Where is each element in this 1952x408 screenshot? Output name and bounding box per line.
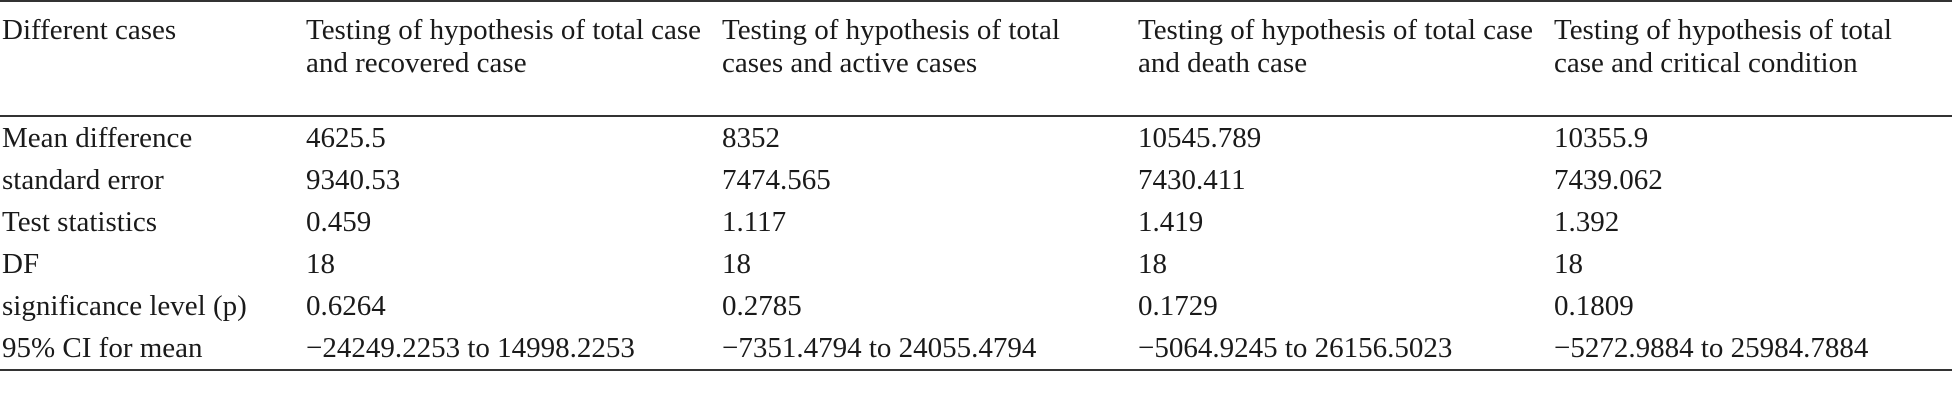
table-cell: 18 <box>722 248 751 280</box>
table-row: significance level (p) 0.6264 0.2785 0.1… <box>0 285 1952 327</box>
table-cell: 10545.789 <box>1138 122 1262 154</box>
table-cell: −7351.4794 to 24055.4794 <box>722 332 1037 364</box>
table-cell: 4625.5 <box>306 122 386 154</box>
row-label: significance level (p) <box>2 290 247 322</box>
table-cell: 0.459 <box>306 206 372 238</box>
table-row: Test statistics 0.459 1.117 1.419 1.392 <box>0 201 1952 243</box>
table-cell: 1.419 <box>1138 206 1204 238</box>
table-cell: −24249.2253 to 14998.2253 <box>306 332 635 364</box>
row-label: 95% CI for mean <box>2 332 203 364</box>
table-cell: 18 <box>306 248 335 280</box>
table-cell: 1.117 <box>722 206 787 238</box>
table-cell: 0.2785 <box>722 290 802 322</box>
hypothesis-test-table: Different cases Testing of hypothesis of… <box>0 1 1952 370</box>
table-header: Different cases Testing of hypothesis of… <box>0 1 1952 116</box>
row-label: DF <box>2 248 40 280</box>
table-cell: 18 <box>1138 248 1167 280</box>
table-cell: 8352 <box>722 122 780 154</box>
table-row: DF 18 18 18 18 <box>0 243 1952 285</box>
table-cell: 0.1809 <box>1554 290 1634 322</box>
table-cell: −5272.9884 to 25984.7884 <box>1554 332 1869 364</box>
column-header-cases: Different cases <box>2 14 177 46</box>
row-label: standard error <box>2 164 164 196</box>
table-cell: 0.1729 <box>1138 290 1218 322</box>
table-cell: 9340.53 <box>306 164 401 196</box>
table-cell: 10355.9 <box>1554 122 1649 154</box>
table-cell: 0.6264 <box>306 290 386 322</box>
table-cell: 18 <box>1554 248 1583 280</box>
table-cell: 7439.062 <box>1554 164 1663 196</box>
table-row: Mean difference 4625.5 8352 10545.789 10… <box>0 116 1952 159</box>
table-row: standard error 9340.53 7474.565 7430.411… <box>0 159 1952 201</box>
row-label: Mean difference <box>2 122 193 154</box>
column-header-active: Testing of hypothesis of total cases and… <box>722 14 1060 79</box>
table-cell: 7474.565 <box>722 164 831 196</box>
column-header-death: Testing of hypothesis of total case and … <box>1138 14 1534 79</box>
table-row: 95% CI for mean −24249.2253 to 14998.225… <box>0 327 1952 370</box>
row-label: Test statistics <box>2 206 158 238</box>
header-row: Different cases Testing of hypothesis of… <box>0 1 1952 116</box>
column-header-recovered: Testing of hypothesis of total case and … <box>306 14 702 79</box>
table-cell: 1.392 <box>1554 206 1620 238</box>
table-body: Mean difference 4625.5 8352 10545.789 10… <box>0 116 1952 370</box>
column-header-critical: Testing of hypothesis of total case and … <box>1554 14 1892 79</box>
table-cell: 7430.411 <box>1138 164 1246 196</box>
table-cell: −5064.9245 to 26156.5023 <box>1138 332 1453 364</box>
